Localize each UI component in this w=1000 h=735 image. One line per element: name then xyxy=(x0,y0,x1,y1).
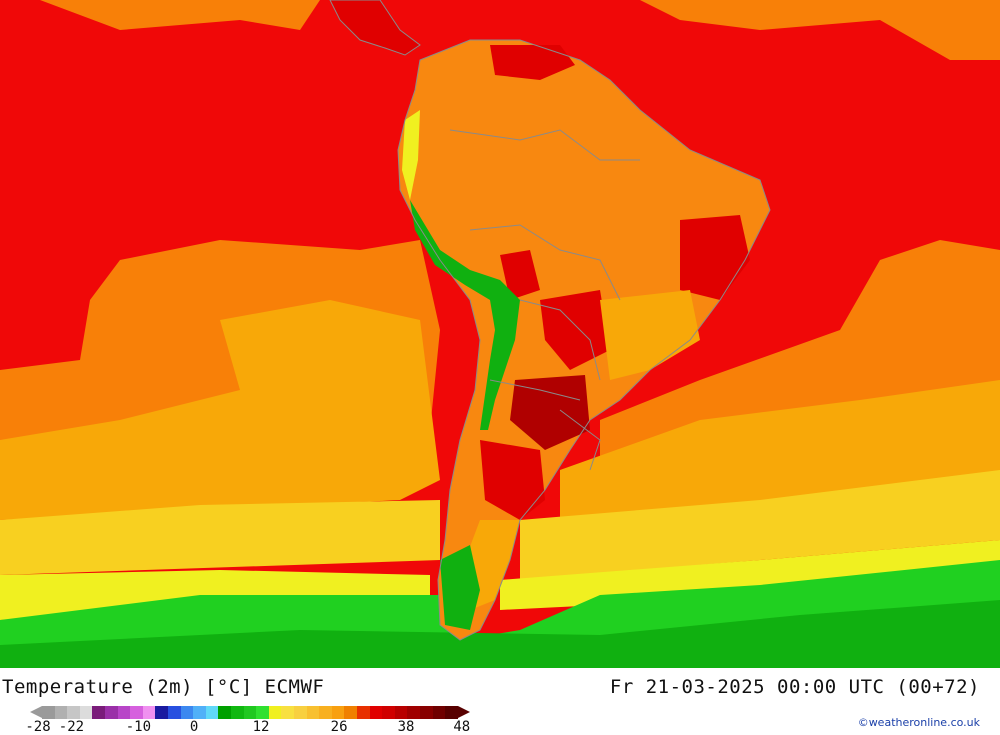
land-very-hot-argentina xyxy=(510,375,590,450)
legend-swatch xyxy=(432,706,446,719)
legend-swatch xyxy=(331,706,345,719)
legend-swatch xyxy=(105,706,119,719)
central-america-land xyxy=(330,0,420,55)
legend-swatch xyxy=(231,706,245,719)
land-mild-brazil-coast xyxy=(600,290,700,380)
legend-swatch xyxy=(256,706,270,719)
legend-tick-label: 38 xyxy=(397,719,415,735)
legend-max-arrow xyxy=(457,706,470,718)
legend-swatch xyxy=(180,706,194,719)
legend-swatch xyxy=(54,706,68,719)
legend-swatch xyxy=(42,706,56,719)
legend-swatch xyxy=(281,706,295,719)
land-hot-east xyxy=(680,215,750,300)
legend-swatch xyxy=(92,706,106,719)
legend-swatch xyxy=(357,706,371,719)
legend-swatch xyxy=(294,706,308,719)
legend-min-arrow xyxy=(30,706,42,718)
ocean-band-cool-east xyxy=(520,470,1000,580)
legend-tick-label: 48 xyxy=(453,719,471,735)
legend-swatch xyxy=(319,706,333,719)
legend-swatch xyxy=(130,706,144,719)
legend-swatch xyxy=(79,706,93,719)
valid-time: Fr 21-03-2025 00:00 UTC (00+72) xyxy=(609,676,980,698)
temperature-map xyxy=(0,0,1000,668)
land-hot-center xyxy=(500,250,540,300)
legend-swatch xyxy=(67,706,81,719)
legend-swatch xyxy=(407,706,421,719)
ocean-band-cool xyxy=(0,500,440,575)
legend-tick-label: -22 xyxy=(58,719,85,735)
legend-swatch xyxy=(306,706,320,719)
ocean-band-warm-north xyxy=(640,0,1000,60)
andes-yellow-edge xyxy=(402,110,420,200)
legend-swatch xyxy=(205,706,219,719)
legend-tick-label: 0 xyxy=(189,719,199,735)
ocean-band-colder xyxy=(0,600,1000,668)
legend-swatch xyxy=(344,706,358,719)
map-footer xyxy=(0,668,1000,733)
legend-swatch xyxy=(218,706,232,719)
ocean-band-cooler-east xyxy=(500,540,1000,610)
legend-swatch xyxy=(394,706,408,719)
legend-tick-label: 26 xyxy=(330,719,348,735)
legend-swatch xyxy=(243,706,257,719)
legend-swatch xyxy=(168,706,182,719)
ocean-band-warm xyxy=(0,0,320,30)
legend-tick-label: -28 xyxy=(25,719,51,735)
map-title: Temperature (2m) [°C] ECMWF xyxy=(2,676,325,698)
color-legend-bar xyxy=(30,706,470,719)
legend-swatch xyxy=(193,706,207,719)
land-hot-patagonia xyxy=(480,440,545,520)
legend-tick-label: 12 xyxy=(252,719,270,735)
legend-swatch xyxy=(382,706,396,719)
legend-swatch xyxy=(117,706,131,719)
legend-tick-label: -10 xyxy=(125,719,152,735)
credit-link[interactable]: ©weatheronline.co.uk xyxy=(857,716,980,729)
southern-andes-green xyxy=(440,545,480,630)
legend-swatch xyxy=(155,706,169,719)
legend-swatch xyxy=(445,706,459,719)
land-hot-north xyxy=(490,45,575,80)
legend-swatch xyxy=(142,706,156,719)
andes-green xyxy=(410,200,520,430)
legend-swatch xyxy=(268,706,282,719)
legend-swatch xyxy=(420,706,434,719)
ocean-band-mild xyxy=(0,300,440,520)
legend-swatch xyxy=(369,706,383,719)
country-borders xyxy=(329,0,771,641)
